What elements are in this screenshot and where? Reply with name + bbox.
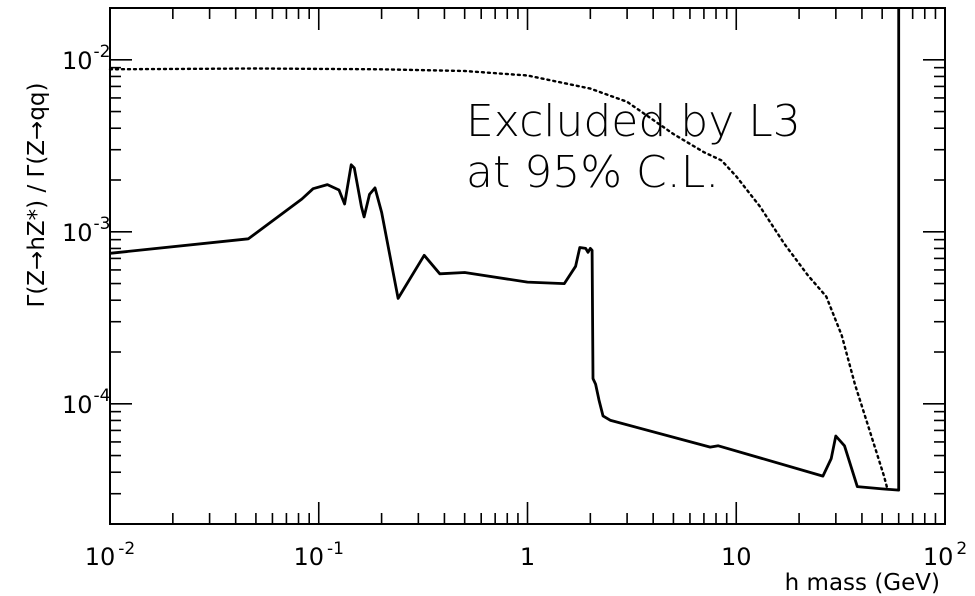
x-axis-label: h mass (GeV) [785,570,940,596]
axis-ticks [109,7,946,525]
x-tick-label: 10 -2 [85,539,136,571]
exclusion-limit-dotted-line [108,67,889,491]
y-tick-label: 10-2 [62,42,111,75]
x-tick-label: 1 [520,543,535,571]
x-tick-label: 10 -1 [294,539,345,571]
measured-limit-solid-line [109,8,901,492]
y-axis-label: Γ(Z→hZ*) / Γ(Z→qq) [24,83,50,308]
x-tick-label: 10 2 [923,539,967,571]
axis-tick-labels: 10 -2 10 -1 1 10 10 2 10-2 10-3 10-4 [62,42,967,571]
exclusion-annotation-line-2: at 95% C.L. [466,147,719,198]
x-tick-label: 10 [721,543,752,571]
exclusion-annotation-line-1: Excluded by L3 [466,96,801,147]
data-series [108,8,901,492]
y-tick-label: 10-4 [62,386,111,419]
plot-frame [109,7,946,525]
y-tick-label: 10-3 [62,214,111,247]
